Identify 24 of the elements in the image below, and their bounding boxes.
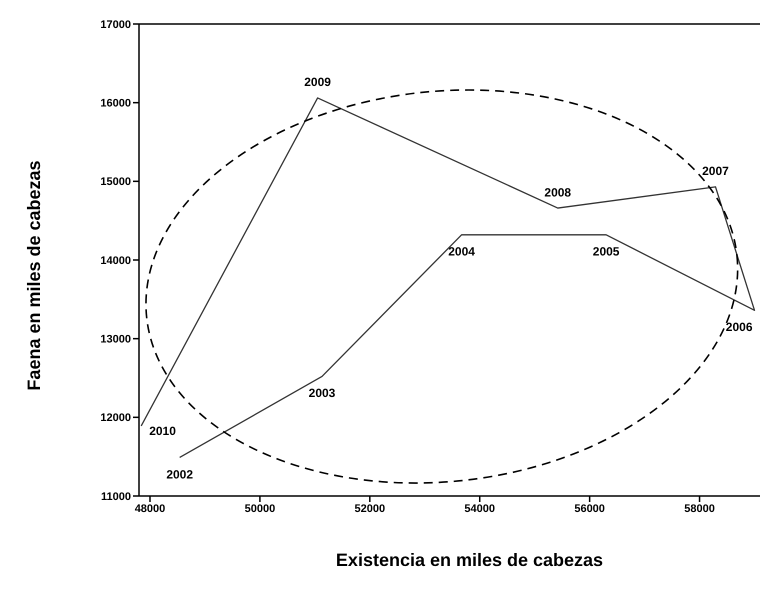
annotation: 2008 xyxy=(544,185,572,200)
annotation: 2002 xyxy=(166,467,194,482)
x-axis-title: Existencia en miles de cabezas xyxy=(336,550,604,570)
y-tick-label: 16000 xyxy=(100,98,131,110)
y-axis-title: Faena en miles de cabezas xyxy=(24,160,44,391)
annotation: 2009 xyxy=(304,75,332,90)
y-tick-label: 11000 xyxy=(101,490,131,503)
y-tick-label: 14000 xyxy=(100,254,131,267)
annotation: 2007 xyxy=(702,164,730,178)
x-tick-label: 58000 xyxy=(684,502,715,515)
y-tick-label: 13000 xyxy=(100,334,131,346)
x-tick-label: 54000 xyxy=(464,502,496,515)
annotation: 2004 xyxy=(448,244,476,258)
y-tick-label: 12000 xyxy=(100,412,131,424)
annotation: 2003 xyxy=(308,386,336,400)
x-tick-label: 56000 xyxy=(574,502,605,515)
x-tick-label: 48000 xyxy=(134,502,166,515)
y-tick-label: 15000 xyxy=(100,176,131,188)
y-tick-label: 17000 xyxy=(100,18,131,31)
annotation: 2006 xyxy=(726,320,753,334)
x-tick-label: 50000 xyxy=(244,502,276,515)
annotation: 2010 xyxy=(149,424,176,438)
x-tick-label: 52000 xyxy=(354,502,386,515)
annotation: 2005 xyxy=(592,244,620,258)
